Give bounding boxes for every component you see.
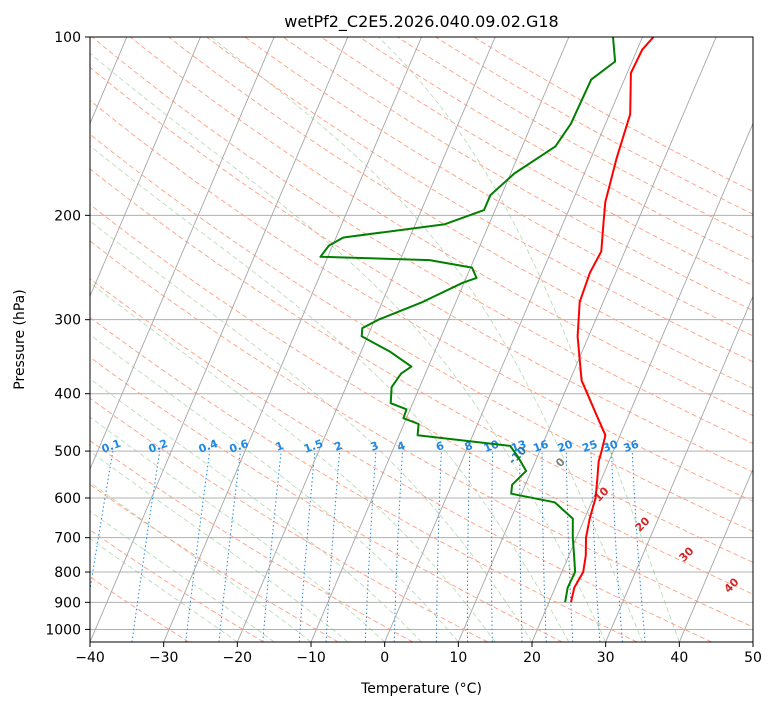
x-tick-label: 0 <box>380 650 389 666</box>
moist-adiabat-line <box>90 450 349 642</box>
isotherm-line <box>310 37 570 642</box>
isotherms <box>90 37 753 642</box>
x-tick-label: 30 <box>597 650 615 666</box>
dry-adiabat-line <box>90 203 753 595</box>
mixing-ratio-label: 30 <box>601 438 620 456</box>
isotherm-line <box>531 122 753 642</box>
dry-adiabat-line <box>168 37 753 389</box>
mixing-ratio-label: 0.1 <box>100 437 123 456</box>
x-tick-label: −20 <box>223 650 253 666</box>
mixing-ratio-line <box>298 451 316 642</box>
y-tick-label: 900 <box>54 595 81 611</box>
moist-adiabat-line <box>90 378 422 642</box>
mixing-ratio-label: 0.4 <box>197 437 220 456</box>
moist-adiabat-line <box>90 510 275 642</box>
mixing-ratio-line <box>262 451 282 642</box>
mixing-ratio-label: 3 <box>369 439 381 454</box>
dry-adiabat-line <box>206 37 753 363</box>
x-tick-label: 20 <box>523 650 541 666</box>
x-tick-label: −30 <box>149 650 179 666</box>
y-tick-label: 800 <box>54 565 81 581</box>
plot-frame <box>89 36 754 643</box>
moist-adiabat-line <box>90 220 533 642</box>
dry-adiabat-line <box>90 483 339 642</box>
y-tick-label: 600 <box>54 491 81 507</box>
x-tick-label: 10 <box>449 650 467 666</box>
dry-adiabat-line <box>244 37 753 337</box>
dry-adiabat-line <box>282 37 753 311</box>
mixing-ratio-label: 10 <box>482 438 501 456</box>
dry-adiabat-line <box>90 397 488 642</box>
x-tick-label: 50 <box>744 650 762 666</box>
isotherm-line <box>457 37 717 642</box>
x-axis-label: Temperature (°C) <box>360 681 482 697</box>
mixing-ratio-label: 16 <box>531 438 550 456</box>
mixing-ratio-label: 20 <box>556 438 575 456</box>
mixing-ratio-label: 8 <box>463 439 475 454</box>
mixing-ratio-label: 1.5 <box>302 437 325 456</box>
pressure-gridlines <box>90 37 753 630</box>
x-tick-label: 40 <box>670 650 688 666</box>
moist-adiabat-line <box>90 145 570 642</box>
isotherm-line <box>605 295 753 642</box>
dry-adiabat-line <box>90 99 753 502</box>
moist-adiabat-line <box>90 538 238 642</box>
isotherm-line <box>90 37 201 298</box>
y-axis: 100 200 300 400 500 600 700 800 900 1000 <box>45 30 90 638</box>
moist-adiabat-line <box>378 37 680 642</box>
mixing-ratio-label: 4 <box>395 439 407 454</box>
x-axis: −40 −30 −20 −10 0 10 20 30 40 50 <box>75 642 762 666</box>
dry-adiabat-line <box>90 133 753 532</box>
moist-adiabat-line <box>90 334 459 642</box>
isotherm-line <box>163 37 422 642</box>
mixing-ratio-label: 0.6 <box>228 437 251 456</box>
dry-adiabat-line <box>90 356 563 642</box>
mixing-ratio-label: 1 <box>274 439 286 454</box>
moist-adiabat-line <box>90 481 312 642</box>
dry-adiabats <box>90 37 753 642</box>
dry-adiabat-line <box>90 278 712 642</box>
isotherm-line <box>90 37 275 471</box>
mixing-ratio-line <box>631 451 646 642</box>
y-tick-label: 300 <box>54 313 81 329</box>
moist-adiabat-line <box>90 282 496 642</box>
dry-adiabat-line <box>90 316 638 642</box>
mixing-ratio-line <box>185 451 211 642</box>
y-axis-label: Pressure (hPa) <box>12 289 28 389</box>
dry-adiabat-line <box>90 529 264 642</box>
plot-area: 0.10.20.40.611.52346810131620253036-100-… <box>90 37 753 642</box>
moist-adiabat-line <box>90 416 385 642</box>
mixing-ratio-line <box>90 451 114 593</box>
isotherm-line <box>90 37 349 642</box>
y-tick-label: 200 <box>54 208 81 224</box>
mixing-ratio-label: 25 <box>580 438 599 455</box>
sounding-series <box>319 37 655 603</box>
chart-title: wetPf2_C2E5.2026.040.09.02.G18 <box>284 12 558 32</box>
y-tick-label: 700 <box>54 531 81 547</box>
moist-adiabat-line <box>90 52 607 642</box>
dry-adiabat-line <box>90 240 753 628</box>
mixing-ratio-label: 36 <box>622 438 641 456</box>
y-tick-label: 500 <box>54 444 81 460</box>
temperature-profile <box>570 37 655 603</box>
x-tick-label: −40 <box>75 650 105 666</box>
dewpoint-profile <box>319 37 617 603</box>
mixing-ratio-label: 2 <box>332 439 344 454</box>
y-tick-label: 400 <box>54 387 81 403</box>
dry-adiabat-line <box>90 66 753 473</box>
isotherm-line <box>678 467 753 642</box>
y-tick-label: 100 <box>54 30 81 46</box>
x-tick-label: −10 <box>296 650 326 666</box>
mixing-ratio-label: 0.2 <box>147 437 170 456</box>
isotherm-line <box>384 37 643 642</box>
mixing-ratio-line <box>218 451 241 642</box>
y-tick-label: 1000 <box>45 622 81 638</box>
mixing-ratio-label: 6 <box>434 439 446 454</box>
